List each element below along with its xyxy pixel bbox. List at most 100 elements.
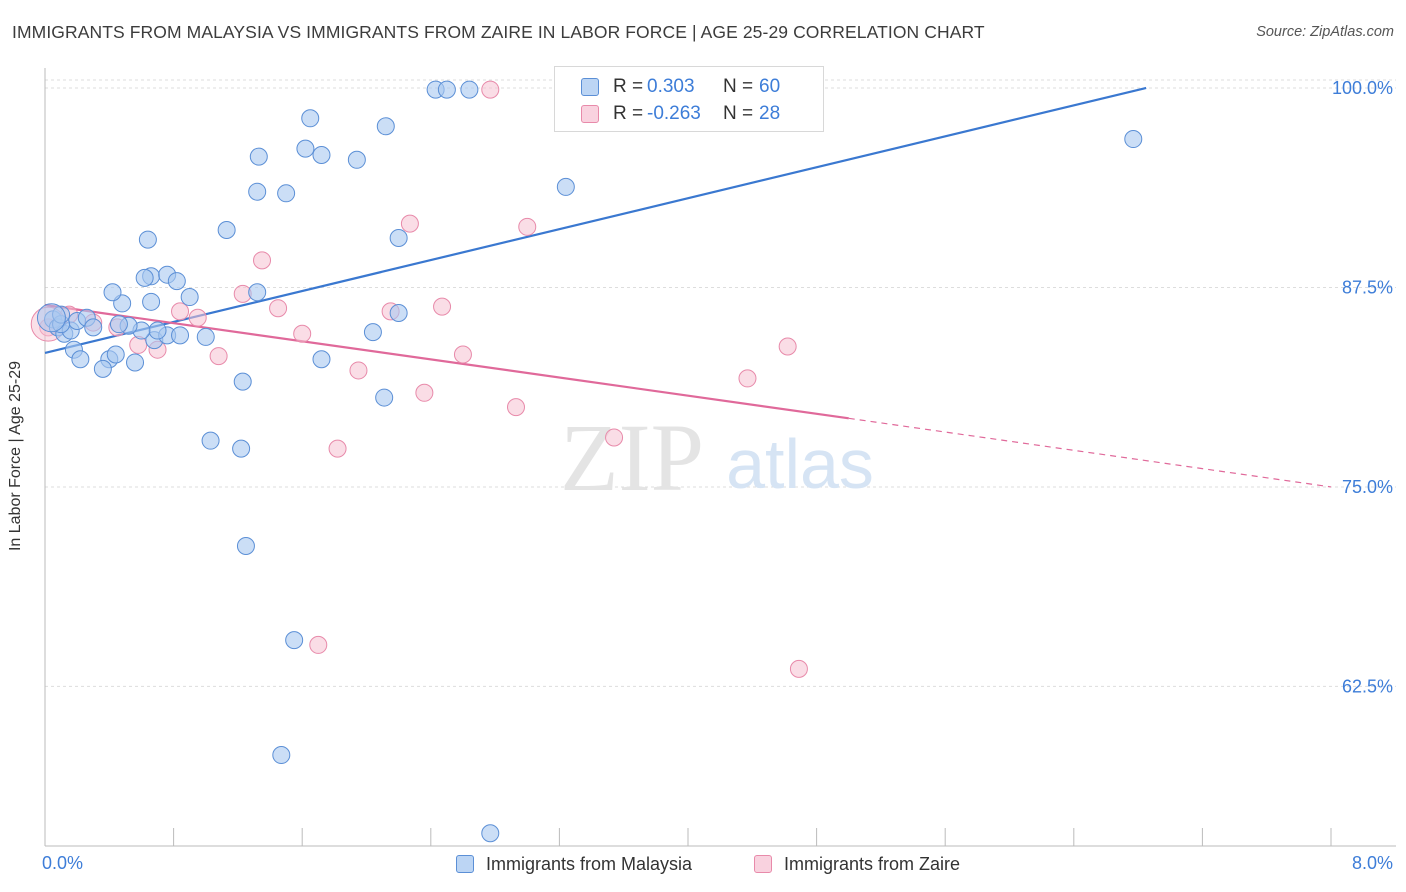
malaysia-point-32 xyxy=(249,147,268,166)
zaire-point-27 xyxy=(481,80,500,99)
bottom-legend-zaire: Immigrants from Zaire xyxy=(754,852,960,876)
bottom-legend-label-malaysia: Immigrants from Malaysia xyxy=(486,853,693,874)
malaysia-point-36 xyxy=(347,150,366,169)
zaire-point-10 xyxy=(253,251,272,270)
malaysia-point-39 xyxy=(233,372,252,391)
malaysia-point-55 xyxy=(481,824,500,843)
malaysia-point-28 xyxy=(138,230,157,249)
legend-swatch-zaire xyxy=(581,105,599,123)
zaire-point-16 xyxy=(400,214,419,233)
zaire-point-13 xyxy=(328,439,347,458)
malaysia-point-8 xyxy=(71,350,90,369)
malaysia-point-46 xyxy=(389,303,408,322)
zaire-point-12 xyxy=(293,324,312,343)
malaysia-point-49 xyxy=(437,80,456,99)
chart-title: IMMIGRANTS FROM MALAYSIA VS IMMIGRANTS F… xyxy=(12,22,985,42)
zaire-point-23 xyxy=(738,369,757,388)
zaire-point-7 xyxy=(188,308,207,327)
malaysia-point-33 xyxy=(296,139,315,158)
legend-n-label: N = xyxy=(723,76,754,97)
malaysia-points xyxy=(36,80,1143,843)
zaire-point-8 xyxy=(209,347,228,366)
malaysia-point-58 xyxy=(196,327,215,346)
malaysia-point-34 xyxy=(312,146,331,165)
malaysia-point-59 xyxy=(180,288,199,307)
malaysia-point-10 xyxy=(93,359,112,378)
zaire-points xyxy=(30,80,808,678)
zaire-point-24 xyxy=(778,337,797,356)
bottom-legend-label-zaire: Immigrants from Zaire xyxy=(784,853,961,874)
malaysia-point-27 xyxy=(135,268,154,287)
malaysia-point-40 xyxy=(232,439,251,458)
malaysia-point-57 xyxy=(84,318,103,337)
bottom-legend-swatch-malaysia xyxy=(456,855,474,873)
y-axis-label: In Labor Force | Age 25-29 xyxy=(7,360,24,552)
zaire-point-19 xyxy=(453,345,472,364)
malaysia-point-52 xyxy=(1124,130,1143,149)
malaysia-point-50 xyxy=(460,80,479,99)
bottom-legend-swatch-zaire xyxy=(754,855,772,873)
watermark: ZIP atlas xyxy=(560,404,874,511)
malaysia-point-41 xyxy=(201,431,220,450)
bottom-legend-malaysia: Immigrants from Malaysia xyxy=(456,852,692,876)
malaysia-point-53 xyxy=(285,631,304,650)
zaire-point-6 xyxy=(171,302,190,321)
axes xyxy=(44,68,1396,847)
malaysia-point-45 xyxy=(375,388,394,407)
malaysia-point-20 xyxy=(142,292,161,311)
watermark-zip: ZIP xyxy=(560,404,704,511)
legend-row-malaysia: R = 0.303 N = 60 xyxy=(581,75,780,99)
malaysia-point-15 xyxy=(148,321,167,340)
trend-lines xyxy=(44,86,1332,488)
malaysia-point-26 xyxy=(248,283,267,302)
zaire-point-17 xyxy=(415,383,434,402)
zaire-point-20 xyxy=(506,398,525,417)
legend-r-value: 0.303 xyxy=(647,76,695,97)
zaire-trend-extension xyxy=(848,417,1332,488)
zaire-trend-line xyxy=(44,303,849,420)
y-tick-label-3: 100.0% xyxy=(1332,78,1393,98)
legend-row-zaire: R = -0.263 N = 28 xyxy=(581,102,780,126)
malaysia-point-12 xyxy=(106,345,125,364)
y-tick-label-1: 75.0% xyxy=(1342,477,1393,497)
legend-n-value: 28 xyxy=(759,103,781,124)
malaysia-point-18 xyxy=(109,315,128,334)
malaysia-point-38 xyxy=(389,228,408,247)
malaysia-point-37 xyxy=(376,117,395,136)
legend-r-label: R = xyxy=(613,76,644,97)
watermark-atlas: atlas xyxy=(726,425,874,503)
source-label: Source: ZipAtlas.com xyxy=(1256,24,1394,40)
tick-labels: 62.5% 75.0% 87.5% 100.0% 0.0% 8.0% xyxy=(42,78,1393,873)
malaysia-point-54 xyxy=(272,746,291,765)
legend-swatch-malaysia xyxy=(581,78,599,96)
malaysia-point-19 xyxy=(171,326,190,345)
zaire-point-14 xyxy=(349,361,368,380)
malaysia-point-30 xyxy=(248,182,267,201)
x-tick-label-min: 0.0% xyxy=(42,853,83,873)
malaysia-point-29 xyxy=(217,221,236,240)
malaysia-trend-line xyxy=(44,86,1147,354)
malaysia-point-43 xyxy=(312,350,331,369)
malaysia-point-42 xyxy=(236,536,255,555)
malaysia-point-44 xyxy=(363,323,382,342)
legend-n-label: N = xyxy=(723,103,754,124)
zaire-point-22 xyxy=(605,428,624,447)
zaire-point-25 xyxy=(789,659,808,678)
malaysia-point-31 xyxy=(277,184,296,203)
malaysia-point-11 xyxy=(126,353,145,372)
zaire-point-18 xyxy=(433,297,452,316)
x-tick-label-max: 8.0% xyxy=(1352,853,1393,873)
malaysia-point-47 xyxy=(556,177,575,196)
y-tick-label-2: 87.5% xyxy=(1342,277,1393,297)
legend-n-value: 60 xyxy=(759,76,781,97)
legend-r-value: -0.263 xyxy=(647,103,701,124)
legend-r-label: R = xyxy=(613,103,644,124)
zaire-point-21 xyxy=(518,217,537,236)
malaysia-point-35 xyxy=(301,109,320,128)
malaysia-point-25 xyxy=(167,272,186,291)
malaysia-cluster-point xyxy=(36,303,66,333)
stats-legend: R = 0.303 N = 60 R = -0.263 N = 28 xyxy=(554,66,824,132)
zaire-point-26 xyxy=(309,635,328,654)
zaire-point-11 xyxy=(269,299,288,318)
